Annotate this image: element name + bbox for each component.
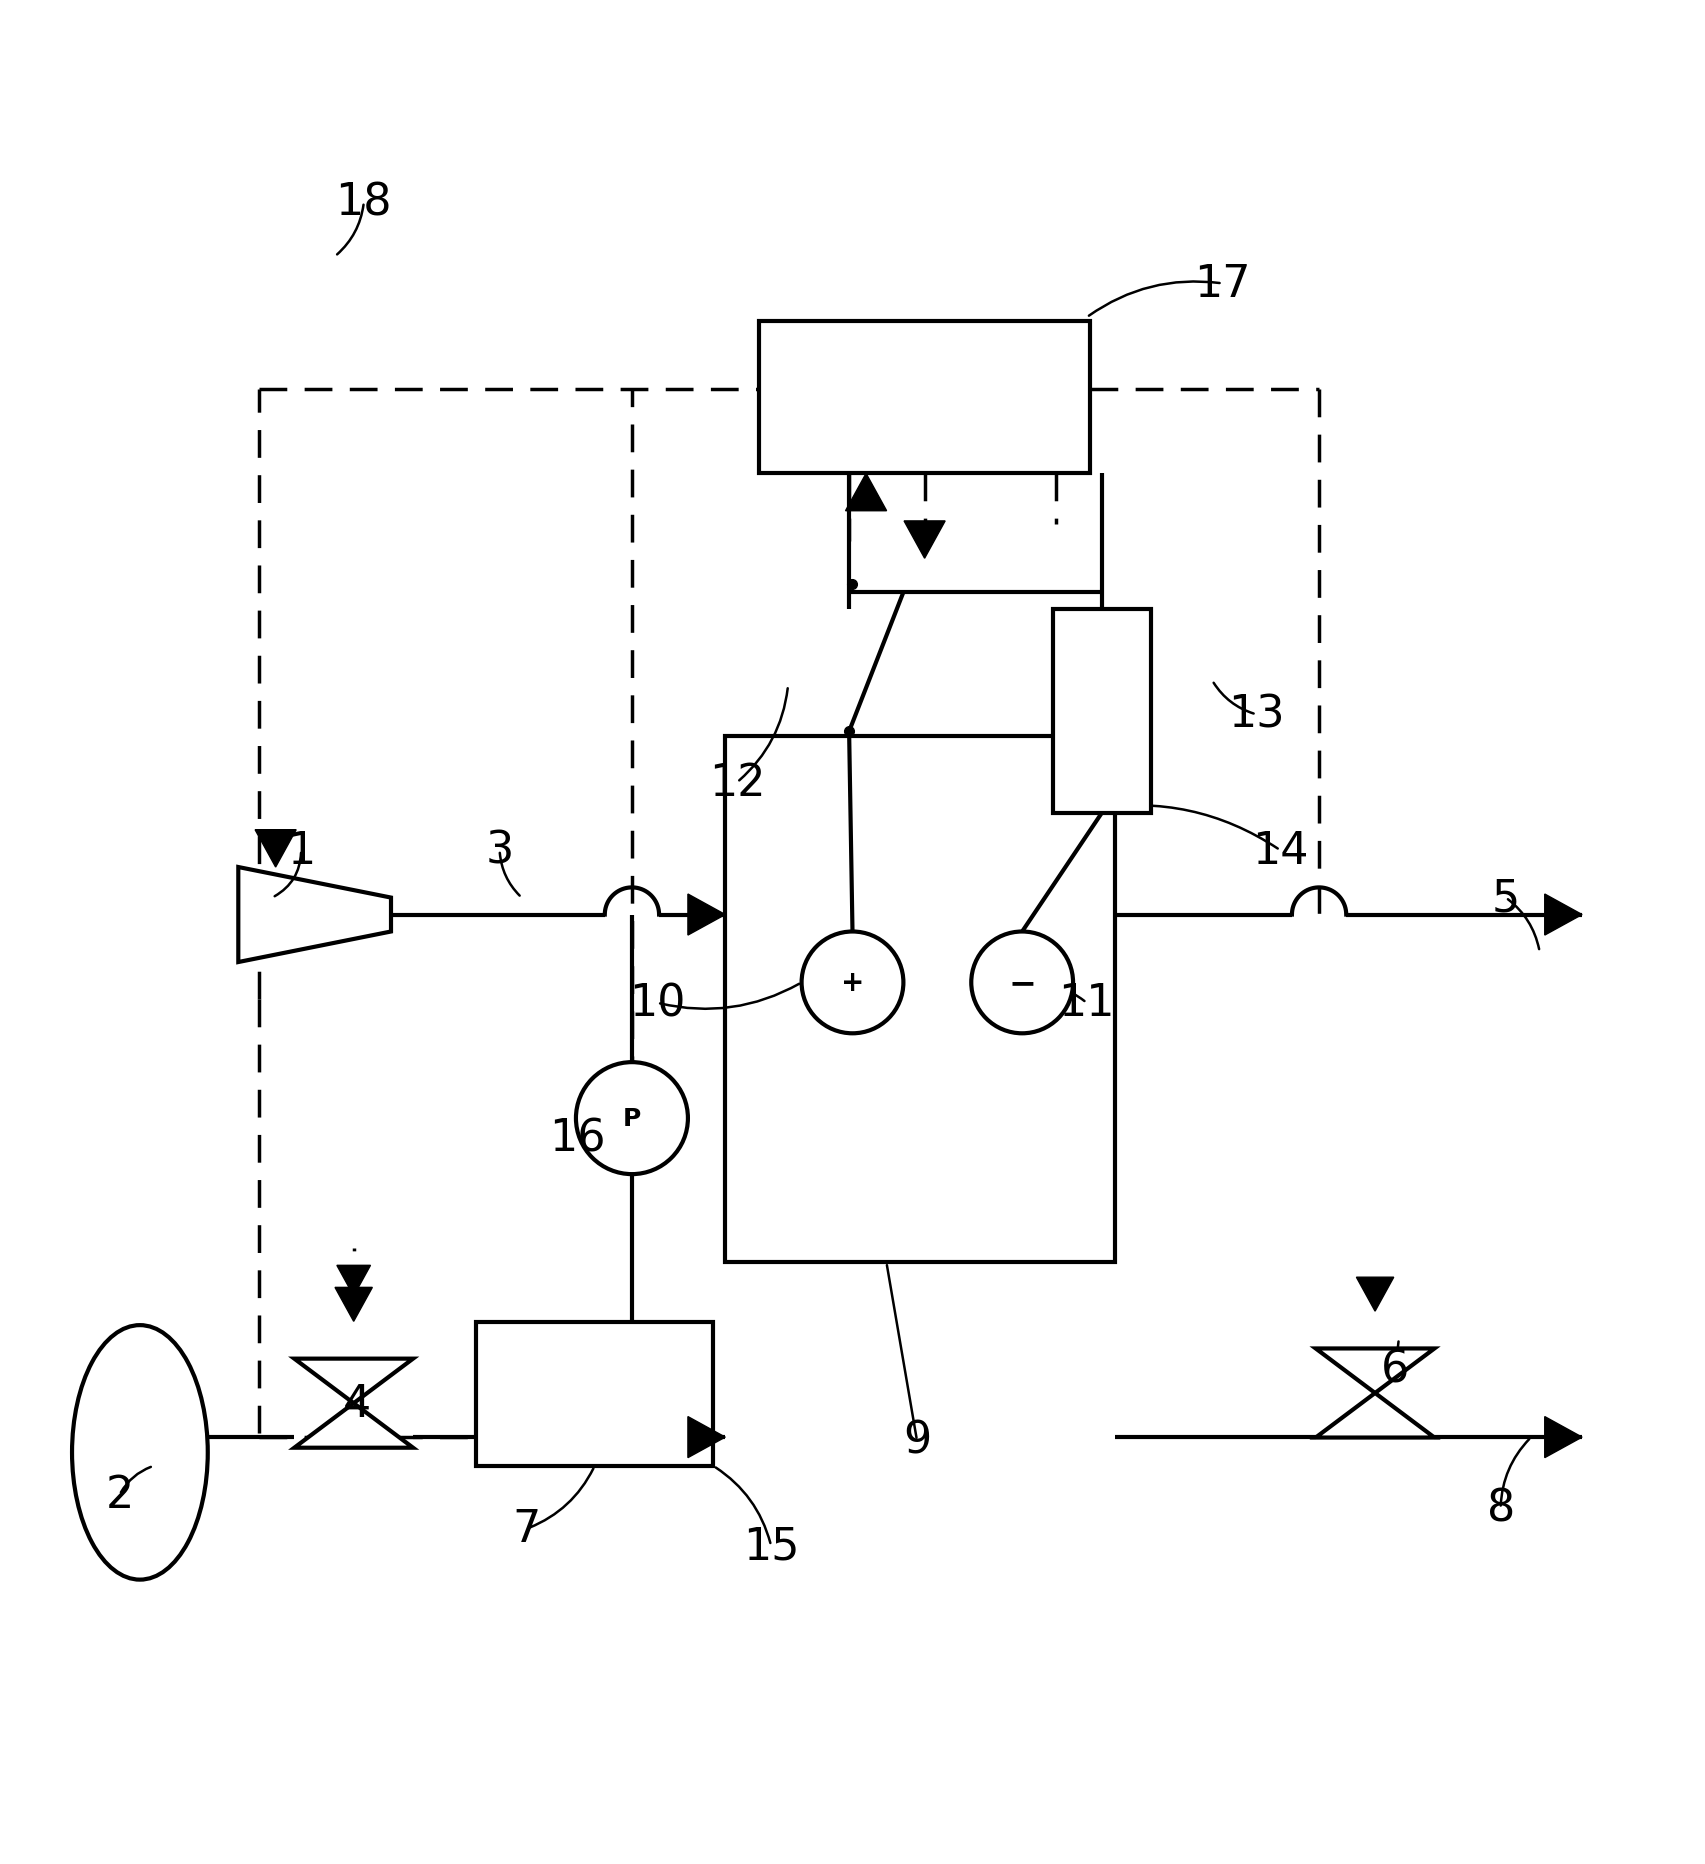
Text: 8: 8	[1487, 1487, 1514, 1530]
Text: 5: 5	[1492, 876, 1519, 919]
Ellipse shape	[72, 1325, 208, 1581]
Bar	[759, 321, 1089, 473]
Text: 1: 1	[286, 829, 315, 872]
Polygon shape	[1357, 1277, 1393, 1312]
Polygon shape	[904, 522, 945, 559]
Text: 9: 9	[904, 1419, 931, 1461]
Text: +: +	[841, 969, 864, 997]
Text: 18: 18	[336, 181, 392, 224]
Text: −: −	[1008, 966, 1037, 999]
Polygon shape	[256, 829, 297, 867]
Text: 4: 4	[343, 1381, 372, 1424]
Circle shape	[972, 932, 1072, 1035]
Text: P: P	[622, 1107, 641, 1131]
Text: 11: 11	[1059, 982, 1115, 1025]
Polygon shape	[1316, 1350, 1434, 1392]
Polygon shape	[1545, 1417, 1582, 1458]
Text: 10: 10	[629, 982, 685, 1025]
Text: 14: 14	[1251, 829, 1308, 872]
Text: 16: 16	[549, 1117, 605, 1161]
Polygon shape	[687, 895, 725, 936]
Text: 3: 3	[486, 829, 513, 872]
Text: 7: 7	[513, 1508, 540, 1551]
Bar	[725, 736, 1115, 1262]
Text: 6: 6	[1381, 1348, 1410, 1391]
Text: 15: 15	[743, 1525, 800, 1568]
Text: 2: 2	[106, 1474, 133, 1517]
Polygon shape	[334, 1288, 372, 1322]
Circle shape	[576, 1062, 687, 1174]
Polygon shape	[338, 1266, 370, 1295]
Bar	[476, 1322, 713, 1467]
Circle shape	[801, 932, 904, 1035]
Polygon shape	[295, 1359, 413, 1404]
Text: 17: 17	[1194, 263, 1251, 306]
Bar	[1052, 610, 1151, 813]
Polygon shape	[239, 867, 390, 962]
Polygon shape	[846, 473, 887, 511]
Polygon shape	[295, 1404, 413, 1448]
Polygon shape	[1316, 1392, 1434, 1437]
Polygon shape	[1545, 895, 1582, 936]
Polygon shape	[687, 1417, 725, 1458]
Text: 13: 13	[1228, 693, 1284, 736]
Text: 12: 12	[709, 761, 766, 803]
